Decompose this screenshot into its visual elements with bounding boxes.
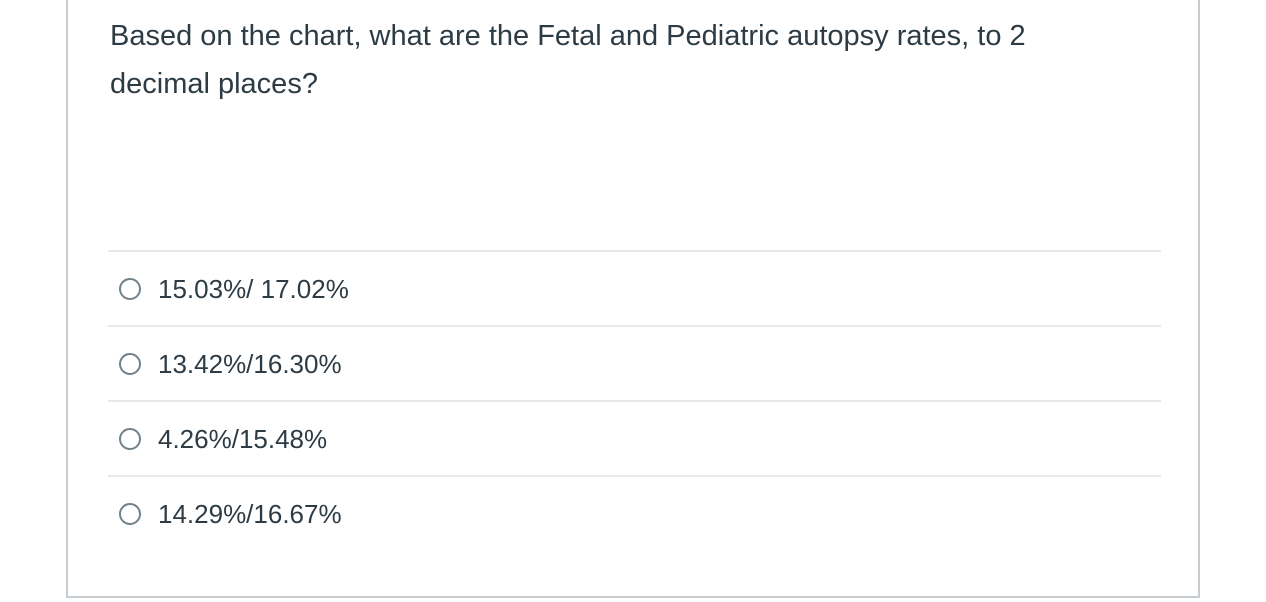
question-text: Based on the chart, what are the Fetal a… [110, 20, 1026, 100]
radio-button-icon[interactable] [119, 352, 141, 375]
answer-option-1[interactable]: 15.03%/ 17.02% [108, 250, 1161, 325]
answer-option-2[interactable]: 13.42%/16.30% [108, 325, 1161, 400]
answer-label: 13.42%/16.30% [158, 348, 342, 379]
answer-list: 15.03%/ 17.02% 13.42%/16.30% 4.26%/15.48… [108, 250, 1161, 550]
answer-label: 14.29%/16.67% [158, 498, 342, 529]
answer-option-3[interactable]: 4.26%/15.48% [108, 400, 1161, 475]
radio-button-icon[interactable] [119, 427, 141, 450]
radio-button-icon[interactable] [119, 502, 141, 525]
quiz-question-card: Based on the chart, what are the Fetal a… [66, 0, 1200, 598]
answer-label: 15.03%/ 17.02% [158, 273, 349, 304]
answer-label: 4.26%/15.48% [158, 423, 328, 454]
answer-option-4[interactable]: 14.29%/16.67% [108, 475, 1161, 550]
radio-button-icon[interactable] [119, 277, 141, 300]
